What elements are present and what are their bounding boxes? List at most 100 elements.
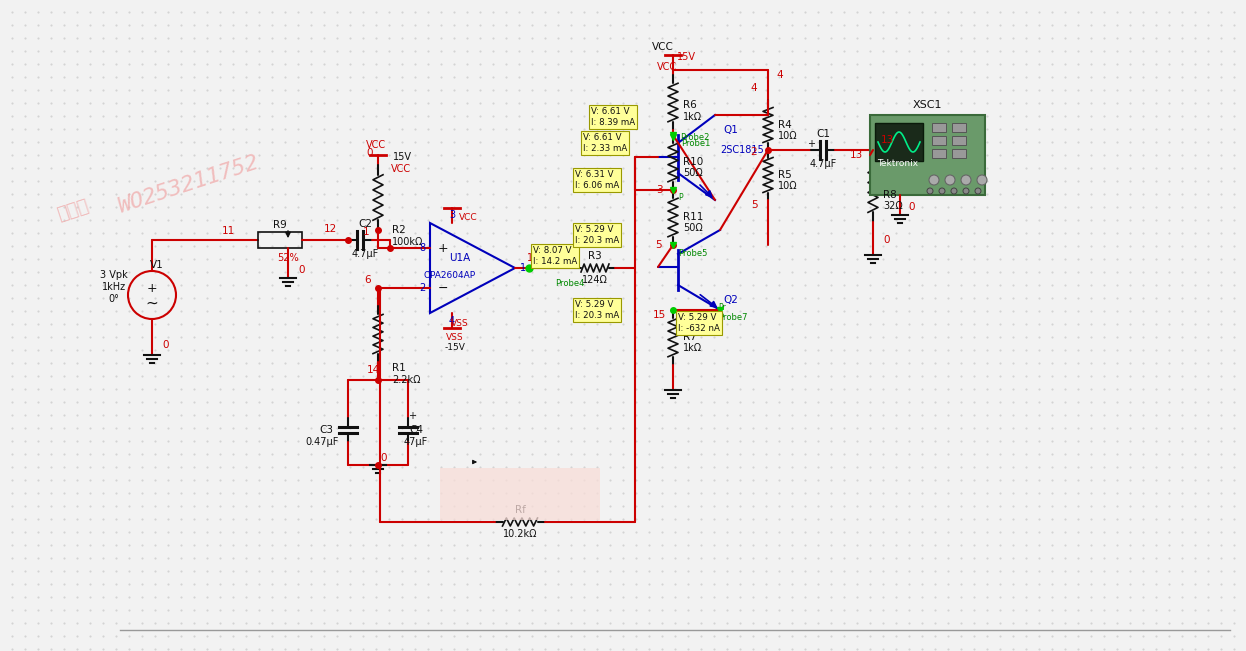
Text: V: 5.29 V
I: -632 nA: V: 5.29 V I: -632 nA (678, 313, 720, 333)
Text: +: + (407, 411, 416, 421)
Text: 15V: 15V (392, 152, 412, 162)
Text: 6: 6 (365, 275, 371, 285)
Text: 15: 15 (527, 253, 540, 263)
Text: 5: 5 (750, 200, 758, 210)
Text: 0.47μF: 0.47μF (305, 437, 339, 447)
Text: 47μF: 47μF (404, 437, 429, 447)
Bar (440, 468, 601, 520)
Bar (932, 136, 946, 145)
Bar (875, 123, 923, 161)
Circle shape (930, 175, 939, 185)
Text: 2.2kΩ: 2.2kΩ (392, 375, 420, 385)
Bar (932, 149, 946, 158)
Text: 4: 4 (776, 70, 782, 80)
Text: V: 5.29 V
I: 20.3 mA: V: 5.29 V I: 20.3 mA (574, 300, 619, 320)
Text: 0: 0 (883, 235, 890, 245)
Text: 52%: 52% (277, 253, 299, 263)
Text: 12: 12 (324, 224, 336, 234)
Text: 0: 0 (366, 148, 374, 158)
Text: Probe1: Probe1 (682, 139, 710, 148)
Text: 3: 3 (655, 185, 663, 195)
Text: 124Ω: 124Ω (582, 275, 608, 285)
Text: 10Ω: 10Ω (778, 181, 797, 191)
Bar (870, 115, 986, 195)
Text: V1: V1 (150, 260, 164, 270)
Text: V: 8.07 V
I: 14.2 mA: V: 8.07 V I: 14.2 mA (533, 246, 577, 266)
Text: 32Ω: 32Ω (883, 201, 903, 211)
Text: Probe2: Probe2 (680, 133, 709, 143)
Text: XSC1: XSC1 (913, 100, 942, 110)
Text: V: 6.61 V
I: 8.39 mA: V: 6.61 V I: 8.39 mA (591, 107, 635, 127)
Text: 50Ω: 50Ω (683, 168, 703, 178)
Text: 4: 4 (449, 316, 455, 326)
Text: R2: R2 (392, 225, 406, 235)
Bar (952, 123, 966, 132)
Text: 0: 0 (163, 340, 169, 350)
Circle shape (944, 175, 954, 185)
Text: 5: 5 (655, 240, 663, 250)
Text: WO253211752: WO253211752 (115, 153, 262, 217)
Circle shape (951, 188, 957, 194)
Text: VCC: VCC (657, 62, 677, 72)
Text: VCC: VCC (652, 42, 674, 52)
Text: 10.2kΩ: 10.2kΩ (502, 529, 537, 539)
Text: 10Ω: 10Ω (778, 131, 797, 141)
Text: 0: 0 (381, 453, 388, 463)
Text: 1kΩ: 1kΩ (683, 343, 703, 353)
Text: VCC: VCC (459, 214, 477, 223)
Text: VSS: VSS (451, 318, 468, 327)
Text: Probe4: Probe4 (556, 279, 584, 288)
Text: 13: 13 (850, 150, 862, 160)
Text: P: P (678, 193, 683, 202)
Text: 13: 13 (881, 135, 895, 145)
Circle shape (977, 175, 987, 185)
Text: V: 5.29 V
I: 20.3 mA: V: 5.29 V I: 20.3 mA (574, 225, 619, 245)
Text: VCC: VCC (391, 164, 411, 174)
Text: Rf: Rf (515, 505, 526, 515)
Text: -15V: -15V (445, 342, 466, 352)
Text: 100kΩ: 100kΩ (392, 237, 424, 247)
Text: U1A: U1A (450, 253, 471, 263)
Text: +: + (439, 242, 449, 255)
Text: Pr: Pr (718, 303, 725, 311)
Text: R8: R8 (883, 190, 897, 200)
Text: R4: R4 (778, 120, 791, 130)
Text: 3 Vpk
1kHz
0°: 3 Vpk 1kHz 0° (100, 270, 128, 303)
Bar (932, 123, 946, 132)
Text: C4: C4 (409, 425, 422, 435)
Text: R7: R7 (683, 332, 697, 342)
Text: 1: 1 (520, 263, 526, 273)
Text: 淡达：: 淡达： (55, 197, 91, 223)
Text: 11: 11 (222, 226, 234, 236)
Text: V: 6.61 V
I: 2.33 mA: V: 6.61 V I: 2.33 mA (583, 133, 627, 153)
Text: R6: R6 (683, 100, 697, 110)
Text: ~: ~ (146, 296, 158, 311)
Text: Tektronix: Tektronix (877, 158, 918, 167)
Text: 2SC1815: 2SC1815 (720, 145, 764, 155)
Text: VCC: VCC (366, 140, 386, 150)
Circle shape (976, 188, 981, 194)
Text: Probe5: Probe5 (678, 249, 708, 258)
Text: 3: 3 (449, 210, 455, 220)
Text: R10: R10 (683, 157, 703, 167)
Text: C1: C1 (816, 129, 830, 139)
Text: R5: R5 (778, 170, 791, 180)
Text: 0: 0 (299, 265, 305, 275)
Text: 50Ω: 50Ω (683, 223, 703, 233)
Circle shape (939, 188, 944, 194)
Text: 4.7μF: 4.7μF (351, 249, 379, 259)
Text: R9: R9 (273, 220, 287, 230)
Text: 8: 8 (419, 243, 425, 253)
Text: Probe7: Probe7 (718, 312, 748, 322)
Text: 1: 1 (363, 227, 369, 237)
Text: C3: C3 (319, 425, 333, 435)
Text: R1: R1 (392, 363, 406, 373)
Text: R11: R11 (683, 212, 704, 222)
Text: 4: 4 (750, 83, 758, 93)
Text: 2: 2 (419, 283, 425, 293)
Text: V: 6.31 V
I: 6.06 mA: V: 6.31 V I: 6.06 mA (574, 171, 619, 189)
Text: R3: R3 (588, 251, 602, 261)
Text: 15V: 15V (677, 52, 697, 62)
Bar (952, 149, 966, 158)
Text: 4.7μF: 4.7μF (810, 159, 836, 169)
